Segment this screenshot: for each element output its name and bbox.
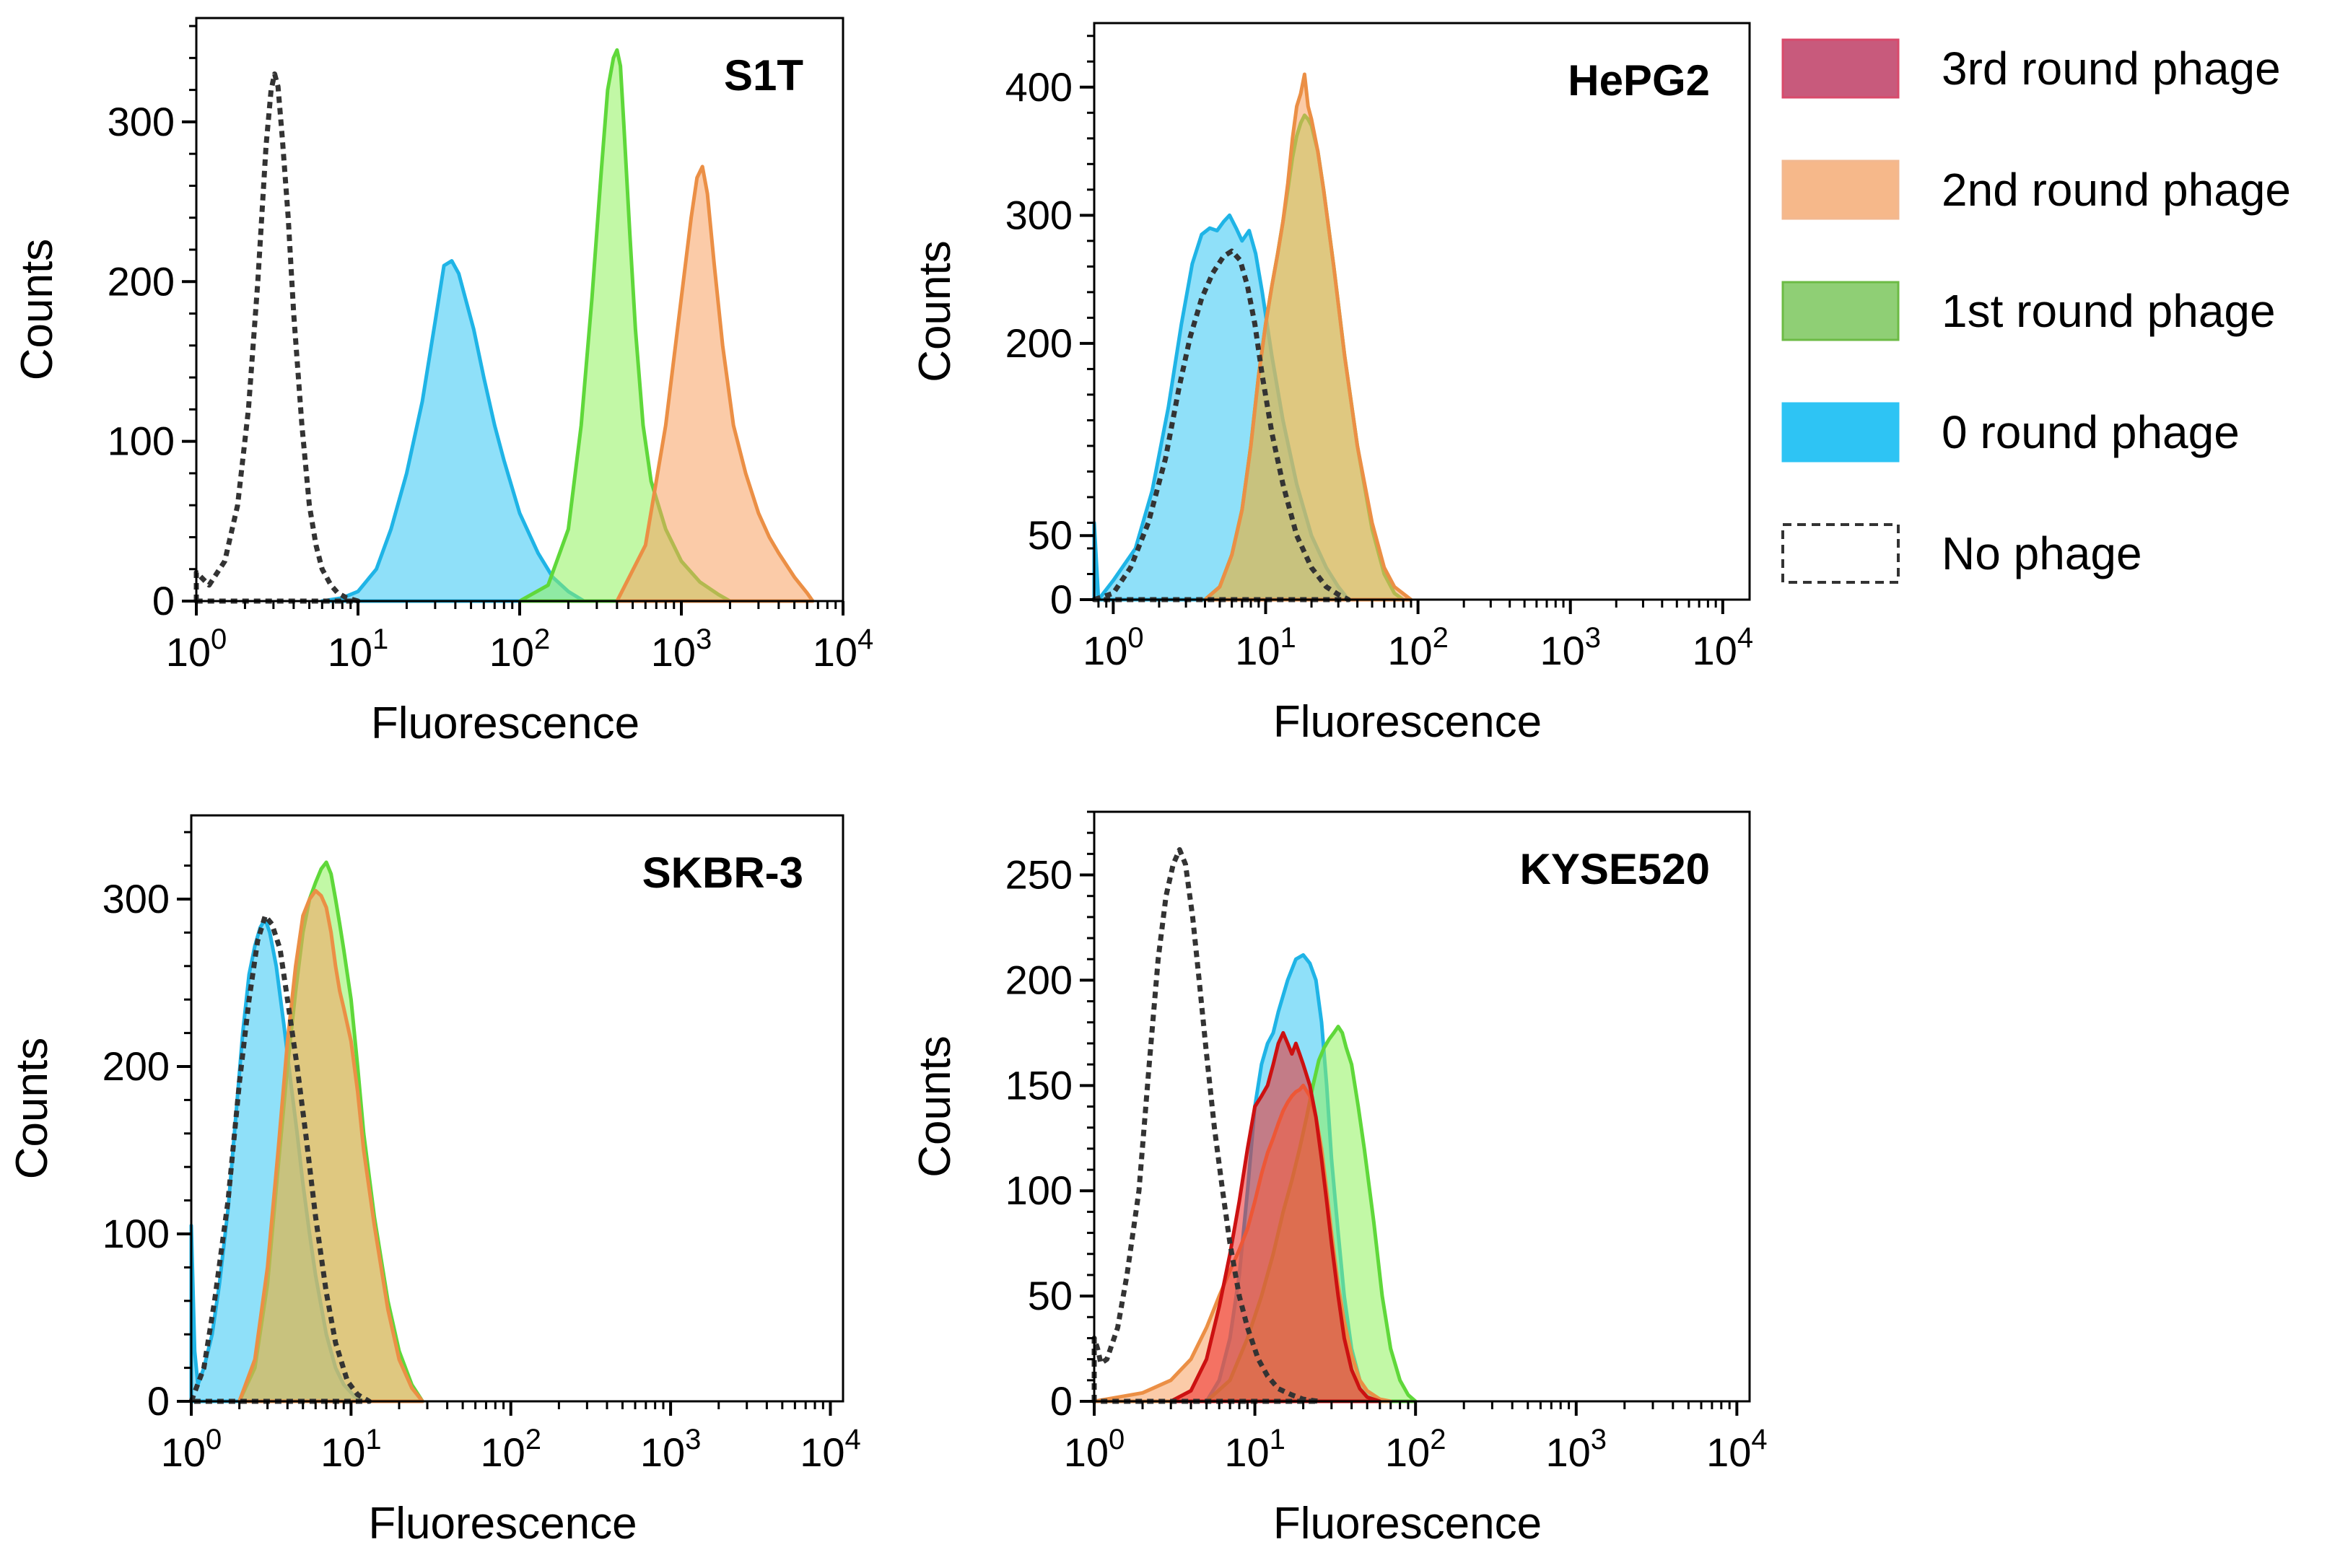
histogram-no-phage (1091, 847, 1322, 1404)
x-tick-label: 103 (1546, 1424, 1607, 1475)
legend: 3rd round phage 2nd round phage 1st round … (1781, 38, 2291, 584)
x-tick-label: 101 (320, 1424, 382, 1475)
y-tick-label: 200 (1005, 957, 1073, 1002)
x-tick-label: 103 (651, 623, 712, 675)
x-tick-label: 103 (1540, 622, 1601, 673)
y-axis-title: Counts (910, 1035, 960, 1177)
y-axis-title: Counts (910, 240, 960, 382)
histogram-2nd-round-phage (615, 165, 815, 603)
panel-title: HePG2 (1568, 56, 1710, 105)
y-tick-label: 100 (1005, 1168, 1073, 1213)
x-tick-label: 104 (800, 1424, 861, 1475)
x-tick-label: 101 (328, 623, 389, 675)
x-tick-label: 103 (640, 1424, 702, 1475)
legend-label-2nd-round-phage: 2nd round phage (1942, 164, 2291, 216)
y-tick-label: 250 (1005, 852, 1073, 898)
x-tick-label: 102 (1387, 622, 1449, 673)
y-tick-label: 100 (108, 419, 175, 464)
x-axis-title: Fluorescence (371, 698, 639, 748)
y-tick-label: 0 (1050, 577, 1073, 622)
histogram-3rd-round-phage (1169, 1030, 1382, 1403)
histogram-0-round-phage (320, 259, 586, 603)
x-tick-label: 100 (161, 1424, 222, 1475)
y-tick-label: 200 (102, 1043, 170, 1089)
x-axis-title: Fluorescence (1273, 697, 1542, 747)
histogram-no-phage (1091, 248, 1351, 603)
plot-frame (190, 814, 844, 1403)
x-tick-label: 101 (1235, 622, 1296, 673)
x-tick-label: 104 (1706, 1424, 1768, 1475)
y-tick-label: 50 (1028, 1273, 1073, 1318)
panel-hepg2: 0 50 200 300 400 100 101 102 103 104 Fluorescence C… (910, 22, 1754, 747)
x-tick-label: 102 (1385, 1424, 1446, 1475)
x-tick-label: 100 (1083, 622, 1144, 673)
x-tick-label: 104 (813, 623, 874, 675)
x-tick-label: 102 (480, 1424, 541, 1475)
x-tick-label: 100 (1064, 1424, 1125, 1475)
panel-title: KYSE520 (1520, 845, 1711, 893)
legend-label-3rd-round-phage: 3rd round phage (1942, 43, 2281, 95)
plot-frame (1093, 22, 1751, 601)
legend-swatch-0-round-phage (1781, 402, 1900, 463)
y-tick-label: 300 (108, 99, 175, 144)
legend-label-0-round-phage: 0 round phage (1942, 406, 2240, 458)
x-tick-label: 101 (1224, 1424, 1285, 1475)
legend-swatch-no-phage (1781, 523, 1900, 584)
histogram-no-phage (193, 71, 361, 604)
panel-title: S1T (724, 51, 803, 100)
y-tick-label: 200 (1005, 320, 1073, 366)
legend-swatch-2nd-round-phage (1781, 159, 1900, 220)
legend-label-no-phage: No phage (1942, 527, 2142, 579)
panel-title: SKBR-3 (642, 849, 803, 897)
legend-label-1st-round-phage: 1st round phage (1942, 285, 2276, 337)
y-tick-label: 200 (108, 258, 175, 304)
panel-kyse520: 0 50 100 150 200 250 100 101 102 103 104 Fluorescen… (910, 810, 1768, 1549)
plot-frame (1093, 810, 1751, 1403)
y-tick-label: 150 (1005, 1062, 1073, 1108)
legend-swatch-3rd-round-phage (1781, 38, 1900, 99)
legend-swatch-1st-round-phage (1781, 281, 1900, 341)
y-axis-title: Counts (7, 1038, 57, 1179)
x-axis-title: Fluorescence (368, 1499, 637, 1549)
y-tick-label: 0 (1050, 1378, 1073, 1424)
y-axis-title: Counts (12, 239, 62, 380)
histogram-2nd-round-phage (237, 888, 424, 1403)
x-tick-label: 102 (489, 623, 551, 675)
histogram-no-phage (188, 913, 372, 1404)
y-tick-label: 50 (1028, 512, 1073, 558)
y-tick-label: 300 (1005, 192, 1073, 237)
y-tick-label: 300 (102, 876, 170, 921)
y-tick-label: 400 (1005, 64, 1073, 110)
x-tick-label: 104 (1693, 622, 1754, 673)
x-axis-title: Fluorescence (1273, 1499, 1542, 1549)
y-tick-label: 0 (152, 578, 175, 623)
x-tick-label: 100 (166, 623, 227, 675)
y-tick-label: 0 (147, 1378, 170, 1424)
histogram-2nd-round-phage (1203, 72, 1413, 602)
y-tick-label: 100 (102, 1211, 170, 1256)
